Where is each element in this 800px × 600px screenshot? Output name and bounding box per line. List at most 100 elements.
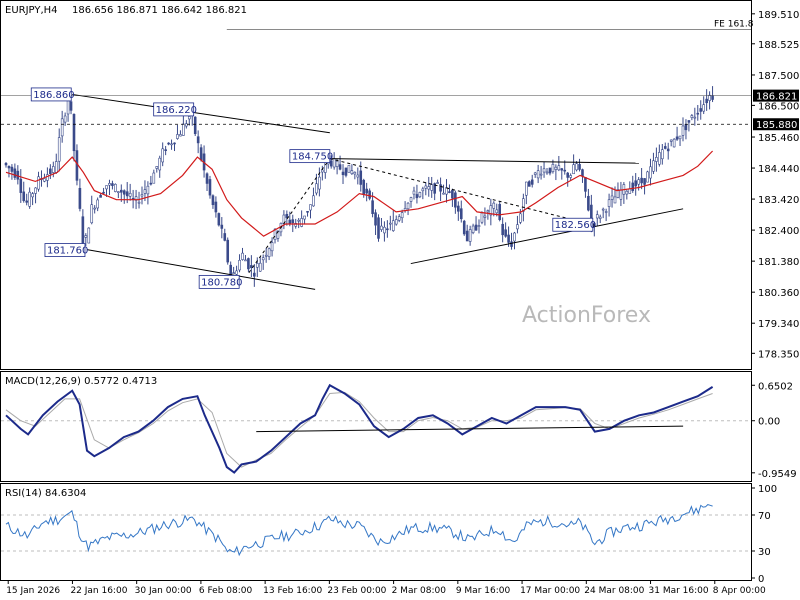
- rsi-layer: [1, 504, 751, 557]
- candle-body: [338, 164, 342, 170]
- candle-body: [427, 186, 431, 190]
- candle-body: [448, 191, 451, 193]
- candle-body: [87, 227, 91, 244]
- swing-label-box: [198, 274, 240, 289]
- candle-body: [258, 262, 262, 272]
- candle-body: [22, 191, 26, 201]
- candle-body: [170, 143, 173, 146]
- candle-body: [368, 190, 371, 199]
- candle-body: [356, 174, 360, 178]
- candle-body: [182, 123, 185, 136]
- candle-body: [640, 177, 643, 184]
- candle-body: [584, 177, 587, 192]
- candle-body: [705, 98, 708, 104]
- x-tick-label: 17 Mar 00:00: [520, 586, 580, 596]
- candle-body: [389, 222, 392, 225]
- candle-body: [341, 171, 345, 176]
- candle-body: [610, 195, 614, 200]
- candle-body: [465, 230, 469, 242]
- candle-body: [128, 193, 132, 197]
- trendline-0: [72, 93, 330, 134]
- candle-body: [350, 170, 354, 174]
- candle-body: [332, 158, 336, 168]
- candle-body: [557, 165, 561, 171]
- candle-body: [433, 183, 436, 194]
- x-tick-label: 15 Jan 2026: [6, 586, 60, 596]
- candle-body: [69, 101, 73, 111]
- candle-body: [522, 198, 525, 212]
- candle-body: [149, 182, 153, 185]
- candle-body: [486, 210, 490, 213]
- candle-body: [415, 194, 419, 199]
- x-tick-label: 9 Mar 16:00: [456, 586, 511, 596]
- candle-body: [595, 214, 599, 219]
- candle-body: [631, 182, 635, 191]
- candle-body: [353, 171, 357, 175]
- candle-body: [578, 164, 581, 170]
- candle-body: [687, 120, 691, 123]
- x-tick-label: 22 Jan 16:00: [70, 586, 127, 596]
- candle-body: [563, 169, 567, 172]
- candle-body: [10, 166, 14, 172]
- candle-body: [238, 260, 241, 271]
- candle-body: [140, 194, 144, 197]
- rsi-tick-label: 70: [758, 511, 771, 522]
- price-tag-label: 186.821: [756, 92, 797, 103]
- candle-body: [285, 213, 289, 219]
- candle-body: [634, 180, 637, 187]
- macd-signal-line: [5, 391, 713, 468]
- candle-body: [137, 201, 141, 204]
- candle-body: [167, 142, 170, 145]
- candle-body: [176, 134, 179, 139]
- candle-body: [507, 234, 510, 243]
- candle-body: [108, 183, 111, 186]
- candle-body: [46, 174, 49, 181]
- candle-body: [309, 204, 312, 211]
- price-tick-label: 178.350: [758, 349, 799, 360]
- candle-body: [380, 225, 383, 230]
- candle-body: [60, 118, 64, 137]
- candle-body: [288, 219, 292, 224]
- candle-body: [613, 196, 617, 204]
- price-tick-label: 186.500: [758, 101, 799, 112]
- candle-body: [459, 208, 463, 220]
- macd-main-line: [5, 383, 714, 474]
- candle-body: [545, 171, 549, 174]
- candle-body: [587, 195, 590, 211]
- candle-body: [267, 248, 271, 257]
- macd-title: MACD(12,26,9) 0.5772 0.4713: [5, 376, 157, 387]
- price-tick-label: 188.525: [758, 40, 799, 51]
- candle-body: [498, 204, 502, 220]
- candle-body: [474, 224, 478, 231]
- candle-body: [247, 258, 250, 270]
- candle-body: [406, 202, 410, 210]
- candle-body: [66, 100, 70, 115]
- candle-body: [400, 212, 404, 219]
- candle-body: [480, 212, 484, 223]
- candle-body: [291, 219, 295, 224]
- x-tick-label: 24 Mar 08:00: [584, 586, 644, 596]
- candle-body: [637, 179, 640, 185]
- price-tick-label: 183.420: [758, 195, 799, 206]
- candle-body: [604, 211, 608, 213]
- candle-body: [261, 257, 265, 261]
- candle-body: [383, 226, 386, 234]
- candle-body: [34, 187, 37, 194]
- candle-body: [335, 160, 339, 167]
- price-tick-label: 184.440: [758, 164, 799, 175]
- candle-body: [196, 136, 200, 144]
- x-tick-label: 30 Jan 00:00: [135, 586, 192, 596]
- candle-body: [504, 229, 507, 237]
- candle-body: [72, 113, 76, 152]
- candle-body: [78, 187, 82, 209]
- candle-body: [477, 225, 481, 227]
- trendline-3: [410, 208, 684, 265]
- candle-body: [690, 115, 694, 118]
- candle-body: [598, 216, 602, 219]
- candle-body: [655, 157, 658, 162]
- candle-body: [510, 241, 513, 247]
- price-tick-label: 182.400: [758, 226, 799, 237]
- candle-body: [711, 95, 714, 100]
- macd-layer: [1, 383, 751, 474]
